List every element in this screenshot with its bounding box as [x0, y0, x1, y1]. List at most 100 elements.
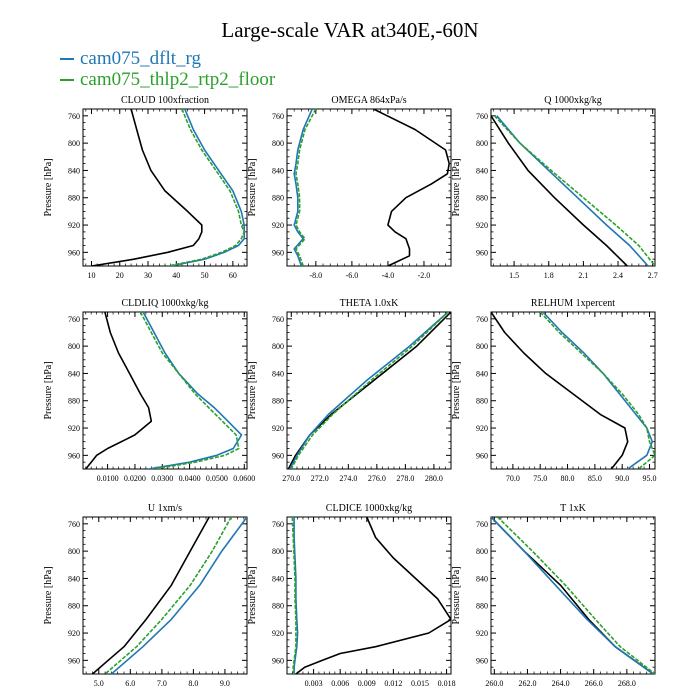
- y-tick-label: 960: [272, 248, 284, 257]
- x-tick-label: -4.0: [382, 271, 395, 280]
- x-tick-label: 50: [201, 271, 209, 280]
- y-tick-label: 960: [68, 656, 80, 665]
- y-axis-label: Pressure [hPa]: [451, 566, 462, 624]
- y-tick-label: 760: [476, 520, 488, 529]
- y-tick-label: 760: [476, 112, 488, 121]
- y-tick-label: 960: [272, 451, 284, 460]
- y-tick-label: 920: [476, 424, 488, 433]
- x-tick-label: 2.7: [648, 271, 658, 280]
- plot-frame: [286, 108, 452, 267]
- y-axis-label: Pressure [hPa]: [247, 158, 258, 216]
- x-tick-label: 2.1: [578, 271, 588, 280]
- y-tick-label: 840: [68, 369, 80, 378]
- series-line-control: [491, 115, 628, 266]
- x-tick-label: 278.0: [396, 474, 414, 483]
- y-tick-label: 840: [476, 166, 488, 175]
- chart-panel: CLDICE 1000xkg/kg Pressure [hPa] 760 800 840…: [247, 503, 456, 688]
- series-line-s1: [110, 517, 247, 674]
- y-tick-label: 760: [68, 112, 80, 121]
- x-tick-label: 260.0: [485, 679, 503, 688]
- plot-frame: [490, 108, 656, 267]
- series-line-s1: [293, 109, 313, 266]
- figure-title: Large-scale VAR at340E,-60N: [221, 18, 479, 42]
- y-axis-label: Pressure [hPa]: [451, 361, 462, 419]
- y-tick-label: 800: [476, 139, 488, 148]
- x-tick-label: 95.0: [643, 474, 657, 483]
- y-tick-label: 800: [68, 342, 80, 351]
- y-tick-label: 880: [272, 397, 284, 406]
- y-axis-label: Pressure [hPa]: [247, 566, 258, 624]
- chart-panel: THETA 1.0xK Pressure [hPa] 760 800 840 880 920…: [247, 298, 452, 483]
- chart-panel: U 1xm/s Pressure [hPa] 760 800 840 880 920 960 5…: [43, 503, 248, 688]
- y-tick-label: 840: [272, 574, 284, 583]
- series-line-s2: [493, 115, 655, 266]
- y-tick-label: 840: [272, 369, 284, 378]
- y-tick-label: 880: [476, 194, 488, 203]
- chart-panel: CLOUD 100xfraction Pressure [hPa] 760 800 84…: [43, 95, 248, 280]
- x-tick-label: 0.0600: [233, 474, 255, 483]
- x-tick-label: 0.0400: [179, 474, 201, 483]
- y-tick-label: 920: [68, 221, 80, 230]
- series-line-s1: [142, 312, 243, 469]
- y-tick-label: 840: [272, 166, 284, 175]
- y-tick-label: 840: [476, 369, 488, 378]
- x-tick-label: 276.0: [368, 474, 386, 483]
- y-tick-label: 840: [476, 574, 488, 583]
- y-tick-label: 960: [476, 248, 488, 257]
- y-tick-label: 920: [272, 221, 284, 230]
- y-axis-label: Pressure [hPa]: [43, 566, 54, 624]
- x-tick-label: -8.0: [309, 271, 322, 280]
- x-tick-label: 270.0: [282, 474, 300, 483]
- series-line-s2: [139, 312, 240, 469]
- x-tick-label: 40: [172, 271, 180, 280]
- y-tick-label: 880: [476, 397, 488, 406]
- x-tick-label: 0.015: [411, 679, 429, 688]
- y-tick-label: 800: [272, 547, 284, 556]
- x-tick-label: 0.003: [305, 679, 323, 688]
- panel-title: T 1xK: [560, 503, 586, 514]
- y-axis-label: Pressure [hPa]: [43, 158, 54, 216]
- y-tick-label: 840: [68, 574, 80, 583]
- x-tick-label: 272.0: [311, 474, 329, 483]
- plot-frame: [82, 516, 248, 675]
- y-tick-label: 960: [476, 656, 488, 665]
- x-tick-label: 6.0: [125, 679, 135, 688]
- y-tick-label: 920: [68, 629, 80, 638]
- series-line-control: [85, 312, 153, 469]
- series-line-s2: [290, 312, 449, 469]
- x-tick-label: -6.0: [346, 271, 359, 280]
- y-tick-label: 800: [68, 139, 80, 148]
- y-axis-label: Pressure [hPa]: [43, 361, 54, 419]
- y-tick-label: 760: [272, 112, 284, 121]
- panel-title: Q 1000xkg/kg: [544, 95, 602, 106]
- y-tick-label: 760: [272, 315, 284, 324]
- series-line-control: [491, 312, 629, 469]
- x-tick-label: 70.0: [506, 474, 520, 483]
- x-tick-label: 85.0: [588, 474, 602, 483]
- series-line-s2: [539, 312, 655, 469]
- series-line-control: [295, 517, 451, 674]
- x-tick-label: 0.009: [358, 679, 376, 688]
- panel-title: CLOUD 100xfraction: [121, 95, 209, 106]
- y-tick-label: 960: [476, 451, 488, 460]
- chart-panel: OMEGA 864xPa/s Pressure [hPa] 760 800 840 880…: [247, 95, 452, 280]
- series-line-s1: [170, 109, 245, 266]
- legend-line-dflt: [60, 58, 74, 60]
- y-tick-label: 800: [68, 547, 80, 556]
- series-line-control: [491, 517, 654, 674]
- series-line-s2: [291, 517, 297, 674]
- y-tick-label: 960: [68, 451, 80, 460]
- series-line-s2: [167, 109, 245, 266]
- x-tick-label: 266.0: [585, 679, 603, 688]
- x-tick-label: 268.0: [618, 679, 636, 688]
- plot-frame: [82, 108, 248, 267]
- y-tick-label: 960: [68, 248, 80, 257]
- y-tick-label: 800: [272, 342, 284, 351]
- legend-item-dflt: cam075_dflt_rg: [60, 48, 201, 70]
- plot-frame: [82, 311, 248, 470]
- series-line-s1: [491, 517, 654, 674]
- y-tick-label: 760: [476, 315, 488, 324]
- x-tick-label: 30: [144, 271, 152, 280]
